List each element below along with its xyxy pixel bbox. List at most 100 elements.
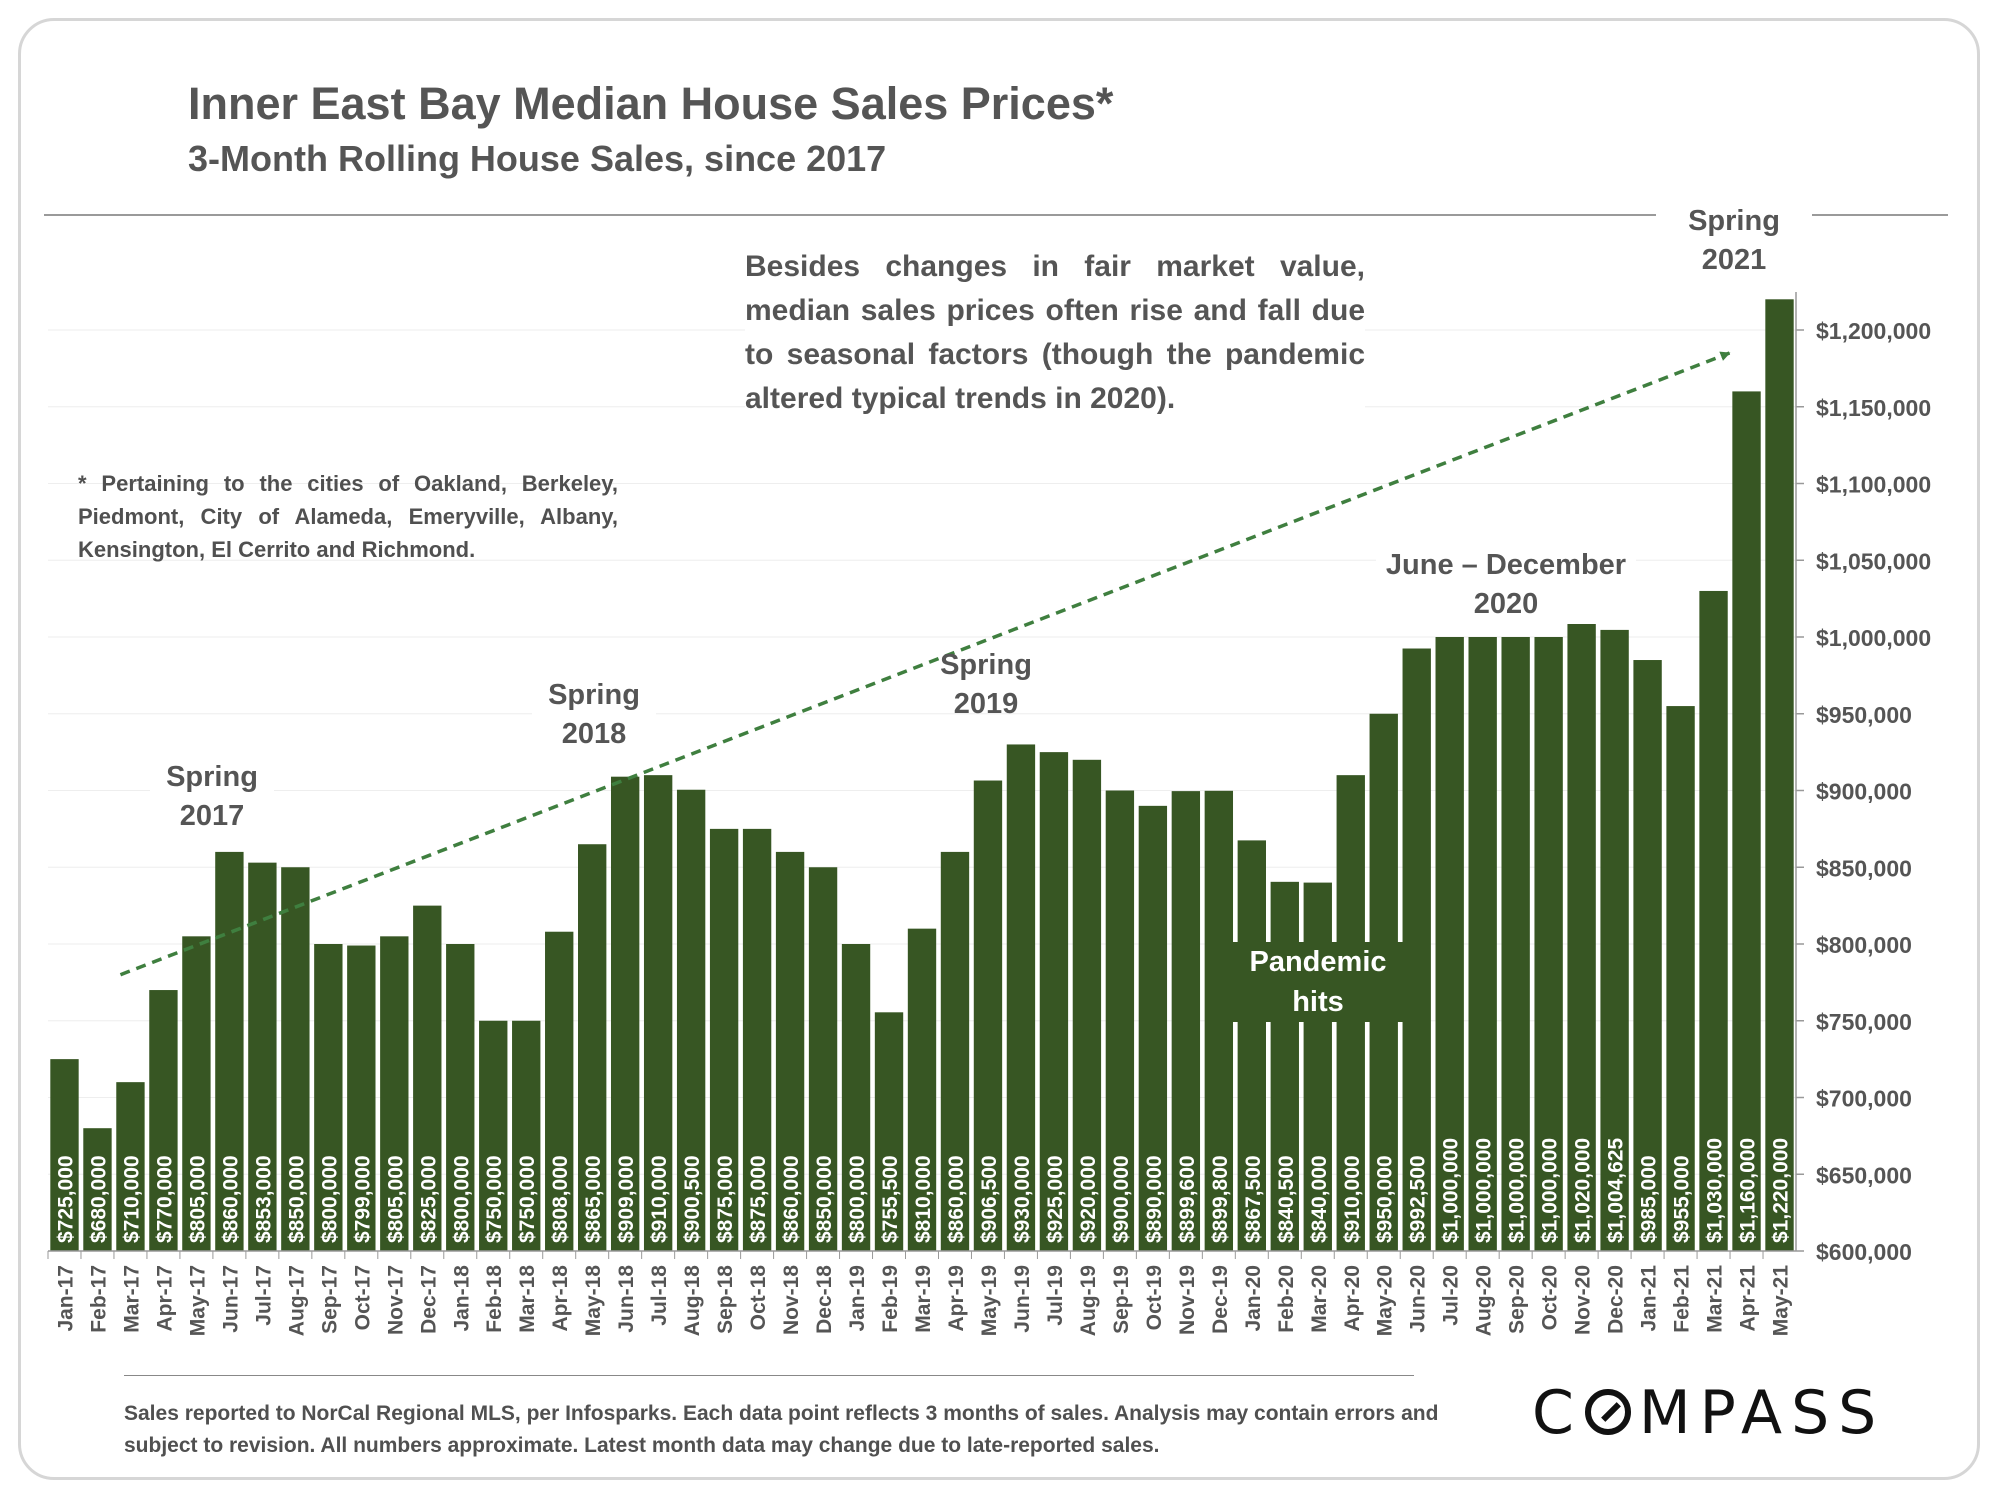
annotation-june-december-2020: June – December 2020 — [1376, 546, 1636, 624]
bar-value-label: $1,030,000 — [1704, 1138, 1727, 1243]
bar-value-label: $860,000 — [219, 1155, 242, 1243]
annotation-line: Pandemic — [1249, 946, 1387, 978]
bar-value-label: $808,000 — [549, 1155, 572, 1243]
bars: $725,000 $680,000 $710,000 $770,000 $805,000… — [50, 299, 1794, 1251]
bar — [281, 867, 310, 1251]
bar-value-label: $867,500 — [1242, 1155, 1265, 1243]
x-tick-label: Sep-20 — [1506, 1265, 1529, 1334]
bar-value-label: $810,000 — [912, 1155, 935, 1243]
x-tick-label: Feb-20 — [1275, 1265, 1298, 1333]
bar — [1534, 637, 1563, 1251]
annotation-line: 2018 — [561, 718, 627, 750]
x-tick-label: Jul-20 — [1440, 1265, 1463, 1326]
bar-value-label: $805,000 — [384, 1155, 407, 1243]
chart-title: Inner East Bay Median House Sales Prices… — [188, 78, 1114, 129]
x-tick-label: Jun-17 — [219, 1265, 242, 1333]
footer-rule — [124, 1375, 1414, 1376]
x-tick-label: Jul-19 — [1044, 1265, 1067, 1326]
x-tick-label: Jan-17 — [54, 1265, 77, 1332]
bar-value-label: $909,000 — [615, 1155, 638, 1243]
bar-value-label: $899,600 — [1176, 1155, 1199, 1243]
bar-value-label: $750,000 — [516, 1155, 539, 1243]
bar-value-label: $1,004,625 — [1605, 1138, 1628, 1243]
x-tick-label: Jan-20 — [1242, 1265, 1265, 1332]
y-tick-label: $1,100,000 — [1816, 472, 1931, 498]
annotation-line: Spring — [940, 649, 1032, 681]
bar — [742, 828, 772, 1251]
bar-value-label: $906,500 — [978, 1155, 1001, 1243]
annotation-line: Spring — [166, 761, 258, 793]
bar — [1435, 637, 1464, 1251]
annotation-pandemic-hits: Pandemic hits — [1233, 942, 1403, 1022]
bar-value-label: $860,000 — [780, 1155, 803, 1243]
x-tick-label: Aug-18 — [681, 1265, 704, 1336]
x-tick-label: Mar-19 — [912, 1265, 935, 1333]
bar — [1633, 660, 1662, 1251]
x-tick-label: Dec-18 — [813, 1265, 836, 1334]
bar-value-label: $1,000,000 — [1539, 1138, 1562, 1243]
y-tick-label: $1,000,000 — [1816, 625, 1931, 651]
bar — [1501, 637, 1530, 1251]
bar-value-label: $750,000 — [483, 1155, 506, 1243]
bar-value-label: $860,000 — [945, 1155, 968, 1243]
x-tick-label: May-18 — [582, 1265, 605, 1337]
bar — [1138, 805, 1168, 1251]
bar — [347, 945, 376, 1251]
bar-value-label: $920,000 — [1077, 1155, 1100, 1243]
annotation-line: Spring — [1688, 205, 1780, 237]
x-tick-label: Jul-18 — [648, 1265, 671, 1326]
bar-value-label: $805,000 — [186, 1155, 209, 1243]
y-tick-label: $950,000 — [1816, 702, 1912, 728]
bar-value-label: $910,000 — [1341, 1155, 1364, 1243]
x-tick-label: Jun-20 — [1407, 1265, 1430, 1333]
x-tick-label: Aug-19 — [1077, 1265, 1100, 1336]
trend-arrow — [119, 351, 1731, 977]
bar-value-label: $930,000 — [1011, 1155, 1034, 1243]
bar — [512, 1020, 541, 1251]
x-tick-label: Oct-20 — [1539, 1265, 1562, 1330]
x-tick-label: Apr-19 — [945, 1265, 968, 1332]
bar-value-label: $910,000 — [648, 1155, 671, 1243]
x-tick-label: Apr-18 — [549, 1265, 572, 1332]
bar-value-label: $890,000 — [1143, 1155, 1166, 1243]
header-rule-left — [44, 214, 1664, 216]
bar — [643, 775, 673, 1251]
bar — [1468, 637, 1497, 1251]
bar — [1006, 744, 1036, 1251]
bar-value-label: $875,000 — [747, 1155, 770, 1243]
bar — [545, 931, 574, 1251]
x-tick-label: May-17 — [186, 1265, 209, 1336]
x-tick-label: Feb-21 — [1671, 1265, 1694, 1333]
bar — [940, 851, 970, 1251]
x-tick-label: Mar-17 — [120, 1265, 143, 1333]
annotation-spring-2021: Spring 2021 — [1656, 202, 1812, 280]
bar — [1072, 759, 1102, 1251]
bar — [1765, 299, 1794, 1251]
y-tick-label: $750,000 — [1816, 1009, 1912, 1035]
x-tick-label: Apr-17 — [153, 1265, 176, 1332]
x-tick-label: Oct-18 — [747, 1265, 770, 1331]
annotation-spring-2018: Spring 2018 — [532, 676, 656, 754]
x-tick-label: Nov-19 — [1176, 1265, 1199, 1335]
x-tick-label: Jun-18 — [615, 1265, 638, 1333]
bar — [907, 928, 937, 1251]
bar-value-label: $725,000 — [54, 1155, 77, 1243]
bar — [1699, 590, 1728, 1251]
bar — [1600, 629, 1629, 1251]
annotation-line: 2019 — [953, 688, 1019, 720]
y-tick-label: $1,050,000 — [1816, 548, 1931, 574]
x-tick-label: May-21 — [1770, 1265, 1793, 1337]
bar-value-label: $710,000 — [120, 1155, 143, 1243]
bar — [1105, 790, 1135, 1251]
bar-value-label: $800,000 — [318, 1155, 341, 1243]
annotation-line: 2017 — [179, 800, 245, 832]
x-tick-label: Jan-21 — [1638, 1265, 1661, 1332]
bar — [1567, 606, 1596, 1251]
x-tick-label: Jul-17 — [252, 1265, 275, 1326]
x-tick-label: Sep-19 — [1110, 1265, 1133, 1334]
bar — [973, 780, 1003, 1251]
x-tick-label: Sep-17 — [318, 1265, 341, 1334]
x-tick-label: Jun-19 — [1011, 1265, 1034, 1333]
bar — [1666, 706, 1695, 1251]
